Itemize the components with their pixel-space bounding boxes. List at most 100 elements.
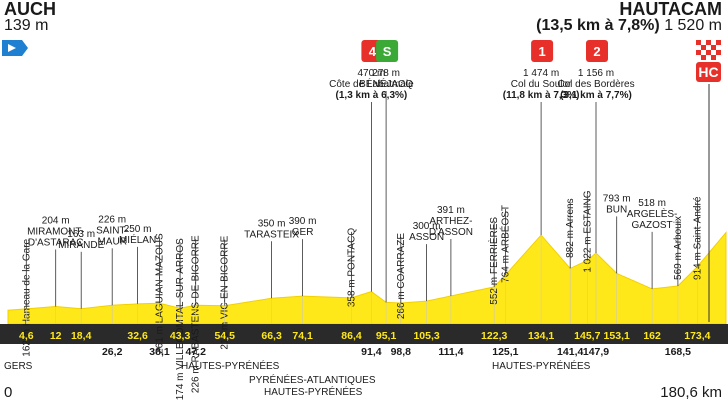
waypoint-label: 278 m	[372, 68, 400, 79]
waypoint-label: ARGELÈS-	[627, 207, 678, 220]
waypoint-km-label: 122,3	[481, 330, 507, 342]
finish-checkered-icon	[716, 50, 721, 55]
waypoint-label: 1 156 m	[578, 68, 614, 79]
waypoint-label: GER	[292, 227, 314, 238]
badge-category-label: S	[383, 44, 392, 59]
waypoint-km-label: 54,5	[214, 330, 235, 342]
start-arrow-icon	[8, 44, 16, 52]
department-hautes-pyrenees-2: HAUTES-PYRÉNÉES	[264, 387, 363, 398]
waypoint-km-label: 47,2	[185, 346, 206, 358]
waypoint-km-label: 125,1	[492, 346, 518, 358]
department-gers: GERS	[4, 361, 33, 372]
waypoint-label: 218 m VIC-EN-BIGORRE	[220, 235, 231, 349]
waypoint-km-label: 66,3	[261, 330, 282, 342]
waypoint-label: MIRANDE	[58, 240, 104, 251]
finish-town-name: HAUTACAM	[619, 0, 722, 19]
waypoint-label: 358 m PONTACQ	[347, 228, 358, 307]
finish-checkered-icon	[701, 45, 706, 50]
finish-checkered-icon	[711, 55, 716, 60]
finish-checkered-icon	[701, 55, 706, 60]
finish-checkered-icon	[711, 40, 716, 45]
waypoint-climb-note: (11,8 km à 7,3%)	[503, 90, 580, 101]
sprint-badge-icon	[376, 40, 399, 62]
waypoint-label: GAZOST	[632, 220, 673, 231]
finish-checkered-icon	[706, 40, 711, 45]
waypoint-km-label: 26,2	[102, 346, 123, 358]
waypoint-km-label: 12	[50, 330, 62, 342]
start-town-name: AUCH	[4, 0, 56, 19]
waypoint-km-label: 18,4	[71, 330, 92, 342]
waypoint-label: 1 022 m ESTAING	[582, 190, 593, 272]
waypoint-label: Côte de Labatmale	[329, 79, 414, 90]
waypoint-km-label: 74,1	[292, 330, 313, 342]
kom-badge-icon	[531, 40, 554, 62]
waypoint-label: ASSON	[409, 232, 444, 243]
start-altitude: 139 m	[4, 17, 49, 34]
waypoint-label: 882 m Arrens	[565, 198, 576, 257]
finish-checkered-icon	[696, 50, 701, 55]
waypoint-label: 163 m	[67, 229, 95, 240]
waypoint-km-label: 134,1	[528, 330, 554, 342]
waypoint-label: 391 m	[437, 205, 465, 216]
waypoint-label: 914 m Saint-André	[692, 196, 703, 280]
waypoint-label: 764 m ARBÉOST	[498, 205, 511, 283]
department-pyrenees-atlantiques: PYRÉNÉES-ATLANTIQUES	[249, 375, 376, 386]
waypoint-climb-note: (1,3 km à 6,3%)	[336, 90, 408, 101]
finish-checkered-icon	[706, 55, 711, 60]
waypoint-km-label: 43,3	[170, 330, 191, 342]
waypoint-label: 1 474 m	[523, 68, 559, 79]
finish-checkered-icon	[696, 55, 701, 60]
waypoint-label: 261 m LAGUIAN-MAZOUS	[155, 233, 166, 354]
waypoint-km-label: 38,1	[149, 346, 170, 358]
finish-checkered-icon	[701, 50, 706, 55]
distance-band	[0, 324, 728, 344]
waypoint-label: 204 m	[42, 216, 70, 227]
badge-category-label: 4	[369, 44, 377, 59]
department-hautes-pyrenees-1: HAUTES-PYRÉNÉES	[181, 361, 280, 372]
finish-climb-note: (13,5 km à 7,8%)	[536, 17, 660, 34]
waypoint-km-label: 91,4	[361, 346, 382, 358]
finish-checkered-icon	[696, 40, 701, 45]
waypoint-label: ARTHEZ-	[429, 216, 472, 227]
badge-category-label: 2	[593, 44, 600, 59]
waypoint-label: 390 m	[289, 216, 317, 227]
waypoint-label: 470 m	[358, 68, 386, 79]
finish-altitude: 1 520 m	[664, 17, 722, 34]
waypoint-km-label: 162	[643, 330, 661, 342]
waypoint-label: MAUR	[97, 236, 126, 247]
waypoint-label: 793 m	[603, 193, 631, 204]
waypoint-km-label: 147,9	[583, 346, 609, 358]
department-hautes-pyrenees-3: HAUTES-PYRÉNÉES	[492, 361, 591, 372]
finish-checkered-icon	[706, 50, 711, 55]
waypoint-label: 552 m FERRIÈRES	[487, 217, 500, 305]
kom-badge-icon	[586, 40, 608, 62]
waypoint-km-label: 111,4	[438, 346, 463, 358]
waypoint-label: TARASTEIX	[244, 229, 299, 240]
finish-subtitle: (13,5 km à 7,8%) 1 520 m	[536, 17, 722, 35]
finish-checkered-icon	[711, 50, 716, 55]
waypoint-label: 518 m	[638, 198, 666, 209]
waypoint-km-label: 145,7	[574, 330, 600, 342]
waypoint-label: MIRAMONT-	[27, 227, 84, 238]
waypoint-label: D'ASTARAC	[28, 238, 84, 249]
waypoint-label: 162 m Hameau de la Gare	[21, 238, 32, 356]
waypoint-label: 226 m	[98, 214, 126, 225]
waypoint-km-label: 86,4	[341, 330, 362, 342]
waypoint-label: BUN	[606, 204, 627, 215]
waypoint-km-label: 98,8	[391, 346, 412, 358]
waypoint-label: Col du Soulor	[511, 79, 572, 90]
waypoint-label: 266 m COARRAZE	[396, 233, 407, 319]
waypoint-km-label: 153,1	[604, 330, 630, 342]
finish-checkered-icon	[716, 40, 721, 45]
finish-checkered-icon	[696, 45, 701, 50]
waypoint-km-label: 105,3	[413, 330, 439, 342]
finish-category-badge	[696, 62, 721, 82]
distance-end: 180,6 km	[660, 384, 722, 401]
waypoint-climb-note: (3,1 km à 7,7%)	[560, 90, 632, 101]
waypoint-label: BÉNÉJACQ	[359, 77, 413, 90]
waypoint-label: D'ASSON	[429, 227, 473, 238]
badge-category-label: 1	[538, 44, 545, 59]
waypoint-label: 300 m	[413, 221, 441, 232]
finish-checkered-icon	[711, 45, 716, 50]
